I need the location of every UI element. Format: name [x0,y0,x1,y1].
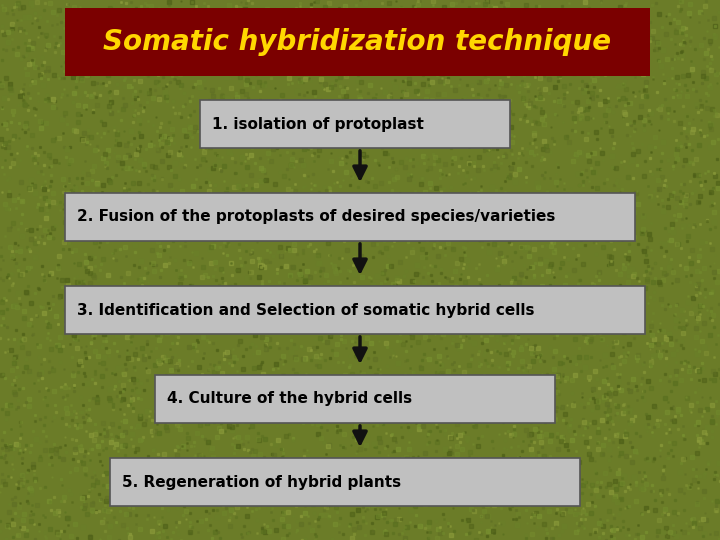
Text: 5. Regeneration of hybrid plants: 5. Regeneration of hybrid plants [122,475,401,489]
FancyBboxPatch shape [200,100,510,148]
FancyBboxPatch shape [110,458,580,506]
Text: Somatic hybridization technique: Somatic hybridization technique [104,28,611,56]
FancyBboxPatch shape [65,193,635,241]
FancyBboxPatch shape [65,286,645,334]
Text: 4. Culture of the hybrid cells: 4. Culture of the hybrid cells [167,392,412,407]
Text: 3. Identification and Selection of somatic hybrid cells: 3. Identification and Selection of somat… [77,302,534,318]
FancyBboxPatch shape [155,375,555,423]
FancyBboxPatch shape [65,8,650,76]
Text: 2. Fusion of the protoplasts of desired species/varieties: 2. Fusion of the protoplasts of desired … [77,210,555,225]
Text: 1. isolation of protoplast: 1. isolation of protoplast [212,117,424,132]
